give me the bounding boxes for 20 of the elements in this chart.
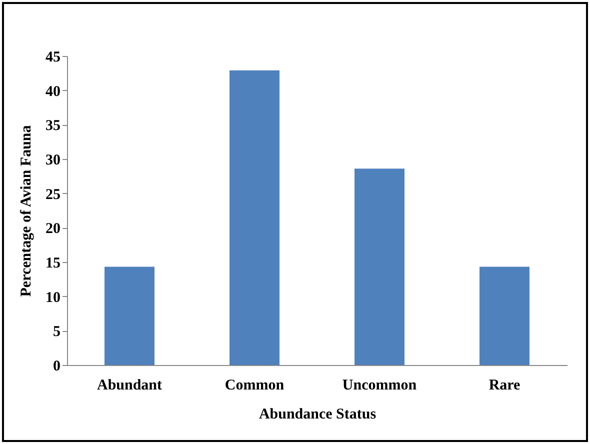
y-tick-label: 0: [53, 358, 60, 374]
x-tick-label: Abundant: [96, 378, 162, 394]
y-tick-label: 15: [46, 256, 60, 272]
bar: [104, 266, 154, 365]
y-tick-label: 25: [46, 186, 60, 203]
y-tick-label: 40: [46, 84, 60, 100]
x-tick-label: Uncommon: [342, 378, 418, 394]
x-tick-label: Rare: [488, 378, 521, 394]
y-tick-label: 45: [46, 50, 60, 66]
y-tick-label: 5: [53, 324, 60, 340]
bar: [230, 70, 280, 365]
y-tick-label: 20: [46, 221, 60, 238]
bar: [480, 266, 530, 365]
bar: [354, 168, 404, 365]
y-tick-label: 10: [46, 290, 60, 306]
y-tick-label: 35: [46, 118, 60, 134]
x-tick-label: Common: [224, 378, 285, 394]
y-tick-label: 30: [46, 152, 60, 168]
x-axis-title: Abundance Status: [258, 406, 376, 422]
y-axis-title: Percentage of Avian Fauna: [18, 124, 34, 297]
